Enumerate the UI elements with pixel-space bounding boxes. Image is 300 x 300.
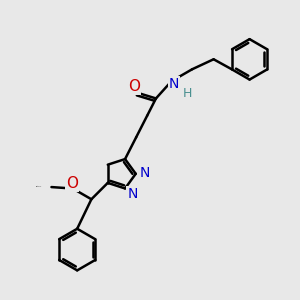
Text: O: O bbox=[66, 176, 78, 191]
Text: N: N bbox=[127, 188, 138, 201]
Text: N: N bbox=[169, 76, 179, 91]
Text: H: H bbox=[183, 87, 193, 100]
Text: N: N bbox=[140, 166, 150, 180]
Text: methoxy: methoxy bbox=[36, 185, 42, 187]
Text: O: O bbox=[128, 79, 140, 94]
